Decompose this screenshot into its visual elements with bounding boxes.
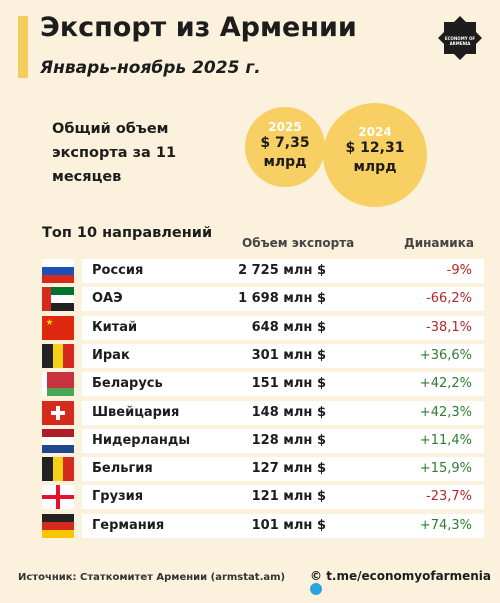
flag	[42, 287, 74, 312]
flag-stripe	[52, 457, 64, 482]
dynamics: -23,7%	[426, 489, 472, 505]
flag-stripe	[63, 343, 74, 368]
dynamics: +42,3%	[419, 404, 472, 420]
accent-bar	[18, 16, 28, 78]
country: ОАЭ	[92, 291, 123, 307]
dynamics: +15,9%	[419, 461, 472, 477]
flag-stripe	[42, 295, 74, 304]
card-year: 2025	[268, 120, 302, 134]
flag-stripe	[42, 513, 74, 522]
flag-cross	[51, 410, 65, 415]
export-volume: 128 млн $	[251, 432, 326, 448]
flag-stripe	[42, 436, 74, 445]
source: Источник: Статкомитет Армении (armstat.a…	[18, 572, 286, 583]
summary-label: Общий объем экспорта за 11 месяцев	[52, 121, 177, 185]
dynamics: -66,2%	[426, 291, 472, 307]
table-row: Россия 2 725 млн $ -9%	[82, 259, 484, 283]
flag	[42, 315, 74, 340]
flag	[42, 372, 74, 397]
flag-stripe	[42, 303, 74, 312]
export-volume: 121 млн $	[251, 489, 326, 505]
export-volume: 127 млн $	[251, 461, 326, 477]
flag-stripe	[42, 457, 53, 482]
flag	[42, 343, 74, 368]
logo-text: ECONOMY OF ARMENIA	[444, 36, 476, 46]
dynamics: +36,6%	[419, 347, 472, 363]
logo	[438, 16, 482, 60]
country: Грузия	[92, 489, 144, 505]
card-value: $ 7,35 млрд	[260, 135, 310, 170]
flag-cross	[42, 495, 74, 500]
flag-stripe	[42, 287, 74, 296]
channel-link[interactable]: t.me/economyofarmenia	[326, 569, 491, 583]
subtitle: Январь-ноябрь 2025 г.	[40, 58, 261, 78]
flag-stripe	[42, 444, 74, 453]
table-row: Ирак 301 млн $ +36,6%	[82, 343, 484, 368]
flag-field	[42, 315, 74, 340]
flag	[42, 400, 74, 425]
export-volume: 301 млн $	[251, 347, 326, 363]
dynamics: -38,1%	[426, 319, 472, 335]
flag	[42, 428, 74, 453]
export-volume: 148 млн $	[251, 404, 326, 420]
table-row: Грузия 121 млн $ -23,7%	[82, 485, 484, 510]
flag	[42, 485, 74, 510]
column-header: Динамика	[404, 236, 474, 250]
table-row: Бельгия 127 млн $ +15,9%	[82, 457, 484, 482]
flag-stripe	[63, 457, 74, 482]
flag-field	[42, 388, 74, 397]
year-card: 2024 $ 12,31 млрд	[323, 103, 427, 207]
year-card: 2025 $ 7,35 млрд	[245, 107, 325, 187]
dynamics: +74,3%	[419, 517, 472, 533]
dynamics: +42,2%	[419, 376, 472, 392]
export-volume: 101 млн $	[251, 517, 326, 533]
country: Германия	[92, 517, 165, 533]
card-year: 2024	[358, 125, 392, 139]
flag-stripe	[52, 343, 64, 368]
flag-stripe	[42, 275, 74, 283]
table-row: Германия 101 млн $ +74,3%	[82, 513, 484, 538]
country: Нидерланды	[92, 432, 191, 448]
title: Экспорт из Армении	[40, 12, 357, 43]
country: Швейцария	[92, 404, 180, 420]
export-volume: 1 698 млн $	[238, 291, 326, 307]
card-value: $ 12,31 млрд	[345, 140, 405, 175]
flag-ornament	[42, 372, 47, 397]
telegram-icon	[310, 583, 322, 595]
flag	[42, 457, 74, 482]
column-header: Объем экспорта	[242, 236, 355, 250]
table-row: Нидерланды 128 млн $ +11,4%	[82, 428, 484, 453]
table-row: Швейцария 148 млн $ +42,3%	[82, 400, 484, 425]
country: Китай	[92, 319, 138, 335]
flag-field	[42, 372, 74, 389]
country: Беларусь	[92, 376, 163, 392]
table-row: ОАЭ 1 698 млн $ -66,2%	[82, 287, 484, 312]
flag-stripe	[42, 267, 74, 275]
dynamics: -9%	[446, 263, 472, 278]
country: Бельгия	[92, 461, 153, 477]
flag-stripe	[42, 521, 74, 530]
export-volume: 2 725 млн $	[238, 263, 326, 278]
export-volume: 648 млн $	[251, 319, 326, 335]
flag-stripe	[42, 343, 53, 368]
export-volume: 151 млн $	[251, 376, 326, 392]
flag-star	[46, 318, 53, 325]
flag-stripe	[42, 259, 74, 267]
flag	[42, 513, 74, 538]
table-row: Беларусь 151 млн $ +42,2%	[82, 372, 484, 397]
flag-stripe	[42, 529, 74, 538]
channel: © t.me/economyofarmenia	[310, 569, 500, 597]
country: Россия	[92, 263, 144, 278]
flag-stripe	[42, 428, 74, 437]
country: Ирак	[92, 347, 130, 363]
table-row: Китай 648 млн $ -38,1%	[82, 315, 484, 340]
flag-stripe	[42, 287, 51, 312]
dynamics: +11,4%	[419, 432, 472, 448]
table-title: Топ 10 направлений	[42, 225, 213, 241]
flag	[42, 259, 74, 283]
